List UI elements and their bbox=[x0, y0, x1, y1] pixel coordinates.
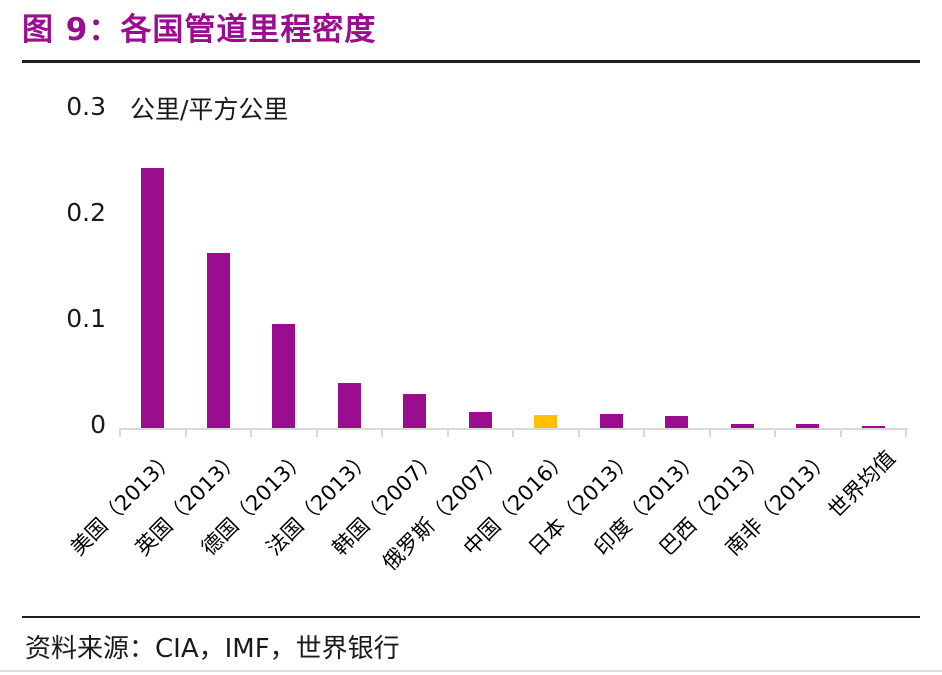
bar-世界均值 bbox=[862, 426, 885, 428]
x-axis-tick bbox=[316, 429, 318, 437]
bar-法国（2013） bbox=[338, 383, 361, 428]
bar-英国（2013） bbox=[207, 253, 230, 428]
x-axis-tick bbox=[119, 429, 121, 437]
y-axis-unit-label: 公里/平方公里 bbox=[130, 95, 289, 124]
x-axis-tick bbox=[381, 429, 383, 437]
bar-巴西（2013） bbox=[731, 424, 754, 428]
bar-日本（2013） bbox=[600, 414, 623, 428]
y-axis-tick-label: 0 bbox=[90, 410, 106, 439]
x-axis-tick bbox=[905, 429, 907, 437]
bar-南非（2013） bbox=[796, 424, 819, 428]
x-axis-tick bbox=[512, 429, 514, 437]
x-axis-tick bbox=[250, 429, 252, 437]
x-axis-tick bbox=[447, 429, 449, 437]
footer-divider-line bbox=[22, 616, 920, 618]
y-axis-tick-label: 0.1 bbox=[66, 304, 106, 333]
x-axis-tick bbox=[774, 429, 776, 437]
figure-title: 图 9：各国管道里程密度 bbox=[22, 12, 377, 48]
y-axis-tick-label: 0.2 bbox=[66, 198, 106, 227]
x-axis-tick bbox=[578, 429, 580, 437]
bar-美国（2013） bbox=[141, 168, 164, 428]
x-axis-tick bbox=[709, 429, 711, 437]
bar-印度（2013） bbox=[665, 416, 688, 428]
x-axis-tick bbox=[643, 429, 645, 437]
bar-俄罗斯（2007） bbox=[469, 412, 492, 428]
x-axis-tick bbox=[185, 429, 187, 437]
bottom-border-line bbox=[0, 670, 942, 672]
x-axis-tick bbox=[840, 429, 842, 437]
source-note: 资料来源：CIA，IMF，世界银行 bbox=[25, 634, 400, 664]
title-divider-line bbox=[22, 60, 920, 63]
bar-德国（2013） bbox=[272, 324, 295, 428]
y-axis-tick-label: 0.3 bbox=[66, 92, 106, 121]
bar-韩国（2007） bbox=[403, 394, 426, 428]
bar-中国（2016） bbox=[534, 415, 557, 428]
